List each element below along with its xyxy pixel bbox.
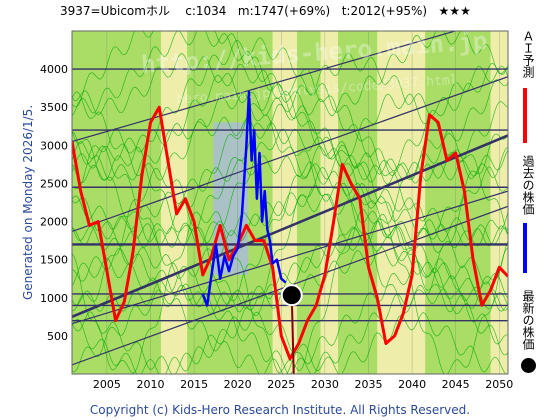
current-price: c:1034 [185, 4, 227, 18]
legend-ai-swatch [523, 88, 527, 143]
x-tick-label-1: 2010 [136, 378, 164, 391]
legend-latest-price: 最新の株価 [520, 290, 560, 410]
x-tick-label-8: 2045 [442, 378, 470, 391]
x-tick-label-7: 2040 [398, 378, 426, 391]
legend-ai-label: ＡＩ予測 [521, 30, 535, 78]
legend-past-label: 過去の株価 [521, 155, 535, 215]
y-tick-label-7: 4000 [40, 63, 68, 76]
trend-line-2 [72, 134, 508, 319]
background-wave-9 [72, 141, 508, 315]
x-tick-label-9: 2050 [485, 378, 513, 391]
x-tick-label-3: 2020 [224, 378, 252, 391]
background-wave-7 [72, 193, 508, 312]
mid-price: m:1747(+69%) [237, 4, 331, 18]
plot-area: http://kids-hero.main.jphero.main.jp/ana… [72, 31, 508, 374]
background-wave-1 [72, 284, 508, 374]
plot-frame [71, 30, 509, 375]
legend-latest-dot [521, 358, 536, 373]
y-tick-label-1: 1000 [40, 292, 68, 305]
background-wave-13 [72, 103, 508, 249]
chart-header: 3937=Ubicomホル c:1034 m:1747(+69%) t:2012… [60, 2, 520, 19]
y-tick-label-3: 2000 [40, 216, 68, 229]
target-price: t:2012(+95%) [341, 4, 428, 18]
y-tick-label-2: 1500 [40, 254, 68, 267]
copyright-footer: Copyright (c) Kids-Hero Research Institu… [89, 403, 471, 417]
background-wave-6 [72, 220, 508, 312]
generated-date: Generated on Monday 2026/1/5. [21, 104, 35, 300]
background-wave-20 [72, 52, 508, 117]
legend-ai-forecast: ＡＩ予測 [520, 30, 560, 155]
x-tick-label-5: 2030 [311, 378, 339, 391]
y-tick-label-0: 500 [47, 330, 68, 343]
background-wave-18 [72, 37, 508, 184]
y-tick-label-5: 3000 [40, 139, 68, 152]
background-wave-10 [72, 181, 508, 247]
legend-latest-label: 最新の株価 [521, 290, 535, 350]
latest-drop-line [290, 295, 295, 374]
y-tick-label-4: 2500 [40, 177, 68, 190]
legend: ＡＩ予測 過去の株価 最新の株価 [520, 30, 560, 410]
x-tick-label-4: 2025 [267, 378, 295, 391]
trend-line-1 [72, 76, 508, 233]
x-tick-label-6: 2035 [354, 378, 382, 391]
legend-past-price: 過去の株価 [520, 155, 560, 290]
rating-stars: ★★★ [438, 4, 471, 18]
trend-line-0 [72, 31, 458, 143]
background-wave-0 [72, 311, 508, 374]
background-wave-8 [72, 166, 508, 314]
code-name: 3937=Ubicomホル [60, 4, 170, 18]
latest-price-marker [280, 284, 303, 307]
y-tick-label-6: 3500 [40, 101, 68, 114]
series-past-price [201, 90, 287, 307]
x-tick-label-0: 2005 [93, 378, 121, 391]
series-ai-forecast [72, 105, 508, 361]
trend-line-3 [72, 190, 508, 325]
legend-past-swatch [523, 223, 527, 273]
background-wave-21 [72, 31, 508, 117]
background-wave-3 [72, 231, 508, 374]
background-wave-14 [72, 74, 508, 248]
x-tick-label-2: 2015 [180, 378, 208, 391]
background-wave-19 [72, 31, 508, 185]
